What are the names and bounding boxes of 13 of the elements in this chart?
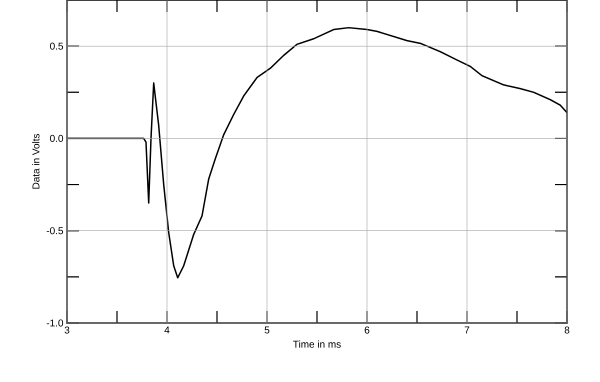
y-tick-label: -1.0	[46, 319, 64, 327]
x-tick-label: 7	[464, 326, 470, 334]
y-tick-label: 0.0	[50, 134, 64, 142]
y-axis-title: Data in Volts	[32, 134, 40, 189]
x-tick-label: 4	[164, 326, 170, 334]
y-tick-label: -0.5	[46, 227, 64, 234]
x-axis-title: Time in ms	[293, 340, 341, 348]
x-tick-label: 8	[564, 326, 570, 334]
x-tick-label: 5	[264, 326, 270, 334]
line-series	[67, 26, 567, 279]
x-tick-label: 3	[64, 326, 70, 334]
y-tick-label: 0.5	[50, 42, 64, 50]
x-tick-label: 6	[364, 326, 370, 334]
